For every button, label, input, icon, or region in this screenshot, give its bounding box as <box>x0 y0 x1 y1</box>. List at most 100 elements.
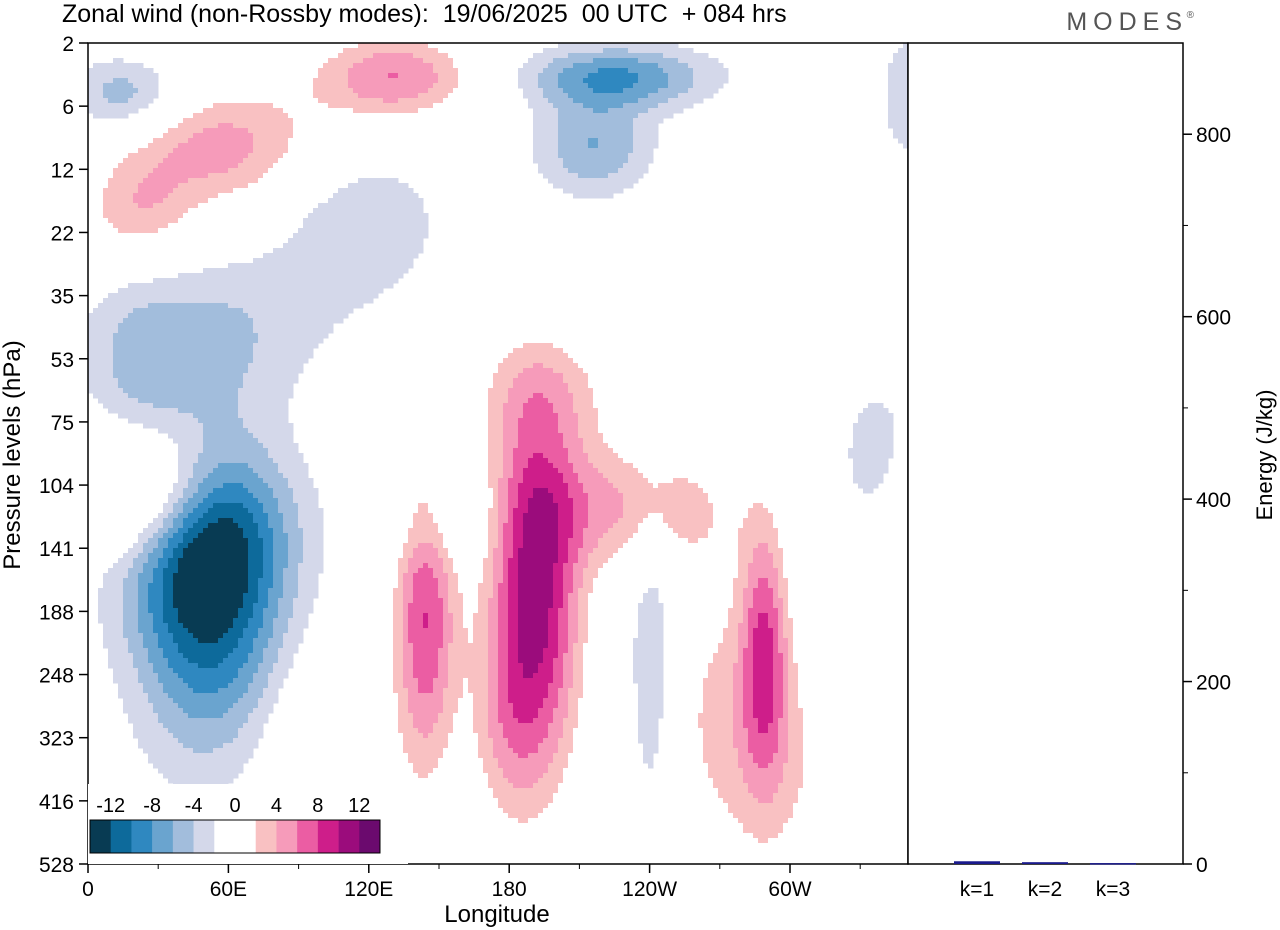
heatmap-cell <box>128 103 134 109</box>
heatmap-cell <box>533 113 539 119</box>
heatmap-cell <box>303 278 309 284</box>
heatmap-cell <box>583 193 589 199</box>
heatmap-cell <box>688 88 694 94</box>
heatmap-cell <box>188 148 194 154</box>
heatmap-cell <box>483 383 489 389</box>
heatmap-cell <box>108 338 114 344</box>
heatmap-cell <box>133 103 139 109</box>
heatmap-cell <box>98 218 104 224</box>
heatmap-cell <box>363 188 369 194</box>
heatmap-cell <box>653 108 659 114</box>
heatmap-cell <box>223 208 229 214</box>
heatmap-cell <box>298 133 304 139</box>
heatmap-cell <box>588 78 594 84</box>
heatmap-cell <box>893 83 899 89</box>
heatmap-cell <box>133 288 139 294</box>
heatmap-cell <box>373 83 379 89</box>
heatmap-cell <box>573 358 579 364</box>
heatmap-cell <box>88 358 94 364</box>
heatmap-cell <box>368 258 374 264</box>
heatmap-cell <box>253 378 259 384</box>
heatmap-cell <box>93 338 99 344</box>
heatmap-cell <box>578 388 584 394</box>
heatmap-cell <box>88 193 94 199</box>
heatmap-cell <box>163 353 169 359</box>
heatmap-cell <box>248 178 254 184</box>
heatmap-cell <box>533 348 539 354</box>
heatmap-cell <box>278 163 284 169</box>
heatmap-cell <box>578 383 584 389</box>
heatmap-cell <box>368 98 374 104</box>
heatmap-cell <box>438 93 444 99</box>
heatmap-cell <box>633 98 639 104</box>
heatmap-cell <box>693 88 699 94</box>
heatmap-cell <box>228 103 234 109</box>
heatmap-cell <box>378 88 384 94</box>
heatmap-cell <box>603 148 609 154</box>
heatmap-cell <box>148 283 154 289</box>
heatmap-cell <box>228 283 234 289</box>
heatmap-cell <box>148 158 154 164</box>
heatmap-cell <box>628 93 634 99</box>
heatmap-cell <box>543 123 549 129</box>
heatmap-cell <box>568 78 574 84</box>
heatmap-cell <box>358 58 364 64</box>
heatmap-cell <box>383 253 389 259</box>
heatmap-cell <box>258 373 264 379</box>
heatmap-cell <box>253 183 259 189</box>
heatmap-cell <box>563 373 569 379</box>
heatmap-cell <box>603 188 609 194</box>
heatmap-cell <box>423 213 429 219</box>
heatmap-cell <box>898 118 904 124</box>
heatmap-cell <box>313 248 319 254</box>
heatmap-cell <box>263 313 269 319</box>
heatmap-cell <box>223 323 229 329</box>
heatmap-cell <box>93 163 99 169</box>
heatmap-cell <box>263 88 269 94</box>
heatmap-cell <box>843 228 849 234</box>
heatmap-cell <box>303 48 309 54</box>
heatmap-cell <box>693 63 699 69</box>
heatmap-cell <box>98 233 104 239</box>
heatmap-cell <box>208 103 214 109</box>
heatmap-cell <box>98 153 104 159</box>
heatmap-cell <box>173 168 179 174</box>
heatmap-cell <box>248 113 254 119</box>
heatmap-cell <box>423 218 429 224</box>
heatmap-cell <box>588 388 594 394</box>
heatmap-cell <box>228 268 234 274</box>
heatmap-cell <box>203 153 209 159</box>
heatmap-cell <box>268 388 274 394</box>
heatmap-cell <box>628 98 634 104</box>
heatmap-cell <box>138 138 144 144</box>
heatmap-cell <box>608 118 614 124</box>
heatmap-cell <box>598 53 604 59</box>
heatmap-cell <box>163 233 169 239</box>
heatmap-cell <box>103 368 109 374</box>
heatmap-cell <box>363 248 369 254</box>
heatmap-cell <box>703 73 709 79</box>
heatmap-cell <box>338 238 344 244</box>
heatmap-cell <box>188 293 194 299</box>
heatmap-cell <box>553 173 559 179</box>
heatmap-cell <box>173 118 179 124</box>
heatmap-cell <box>588 368 594 374</box>
heatmap-cell <box>368 178 374 184</box>
heatmap-cell <box>123 378 129 384</box>
heatmap-cell <box>278 143 284 149</box>
heatmap-cell <box>568 48 574 54</box>
heatmap-cell <box>528 313 534 319</box>
heatmap-cell <box>353 73 359 79</box>
heatmap-cell <box>533 88 539 94</box>
heatmap-cell <box>193 308 199 314</box>
heatmap-cell <box>628 53 634 59</box>
heatmap-cell <box>268 168 274 174</box>
heatmap-cell <box>238 313 244 319</box>
heatmap-cell <box>478 368 484 374</box>
heatmap-cell <box>193 333 199 339</box>
heatmap-cell <box>538 348 544 354</box>
heatmap-cell <box>238 153 244 159</box>
heatmap-cell <box>573 88 579 94</box>
heatmap-cell <box>418 88 424 94</box>
heatmap-cell <box>358 293 364 299</box>
